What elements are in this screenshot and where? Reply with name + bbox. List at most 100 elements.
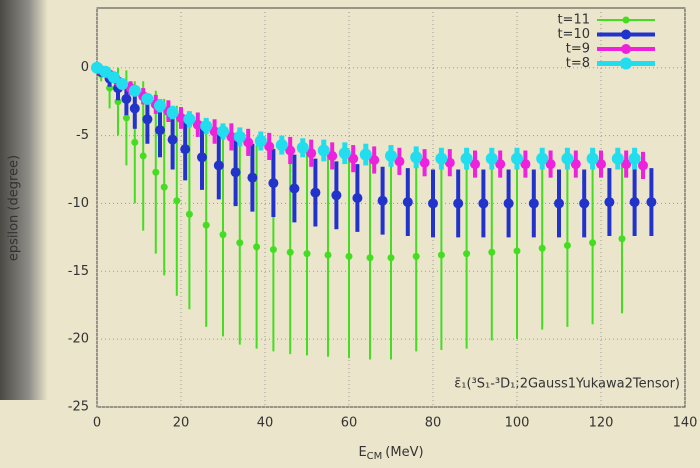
legend-marker <box>622 16 630 24</box>
data-point <box>264 141 275 152</box>
data-point <box>485 152 498 165</box>
data-point <box>570 159 581 170</box>
data-point <box>116 78 129 90</box>
data-point <box>176 112 186 123</box>
data-point <box>131 138 139 146</box>
data-point <box>589 239 597 247</box>
data-point <box>269 246 277 254</box>
data-point <box>348 153 359 164</box>
data-point <box>463 250 471 258</box>
data-point <box>554 198 564 209</box>
data-point <box>160 183 168 191</box>
data-point <box>213 160 224 171</box>
data-point <box>285 145 296 156</box>
data-point <box>142 114 153 125</box>
data-point <box>460 152 473 165</box>
data-point <box>180 144 191 155</box>
data-point <box>561 152 574 165</box>
data-point <box>437 251 445 259</box>
data-point <box>236 239 244 247</box>
y-tick-label: -25 <box>68 400 89 415</box>
data-point <box>435 152 448 165</box>
data-point <box>230 167 241 178</box>
data-point <box>268 178 279 189</box>
legend-label: t=10 <box>557 27 590 42</box>
legend-marker <box>620 57 632 70</box>
data-point <box>154 99 166 112</box>
annotation: ε̄₁(³S₁-³D₁;2Gauss1Yukawa2Tensor) <box>454 377 680 392</box>
data-point <box>444 157 455 168</box>
data-point <box>275 139 288 152</box>
data-point <box>296 141 309 154</box>
y-tick-label: -20 <box>68 332 89 347</box>
data-point <box>428 198 438 209</box>
data-point <box>107 71 120 84</box>
data-point <box>183 113 196 126</box>
data-point <box>621 159 632 170</box>
data-point <box>128 84 141 97</box>
data-point <box>586 152 599 165</box>
legend-label: t=9 <box>566 42 590 57</box>
x-axis-label: ECM (MeV) <box>358 445 423 463</box>
data-point <box>324 251 332 259</box>
x-label-sub: CM <box>367 451 383 462</box>
data-point <box>306 148 317 159</box>
data-point <box>202 221 210 229</box>
data-point <box>488 248 496 256</box>
data-point <box>629 197 640 208</box>
data-point <box>453 198 464 209</box>
data-point <box>289 183 300 194</box>
data-point <box>596 159 606 170</box>
data-point <box>200 120 213 133</box>
data-point <box>604 197 615 208</box>
legend-marker <box>621 29 631 40</box>
data-point <box>387 254 395 262</box>
data-point <box>303 250 311 258</box>
data-point <box>646 197 657 208</box>
y-tick-label: -10 <box>68 196 89 211</box>
data-point <box>254 135 267 147</box>
data-point <box>563 242 571 249</box>
data-point <box>253 243 261 251</box>
data-point <box>141 92 154 105</box>
x-label-main: E <box>358 445 366 460</box>
data-point <box>217 125 229 138</box>
data-point <box>122 114 130 122</box>
data-point <box>129 103 140 114</box>
legend-marker <box>621 44 631 54</box>
data-point <box>618 235 626 243</box>
y-tick-label: 0 <box>81 60 89 75</box>
data-point <box>377 195 388 206</box>
data-point <box>139 152 147 160</box>
data-point <box>369 155 380 165</box>
data-point <box>173 197 181 205</box>
x-tick-label: 140 <box>673 416 698 431</box>
data-point <box>410 151 423 164</box>
x-tick-label: 0 <box>93 416 101 431</box>
data-point <box>317 144 330 157</box>
data-point <box>192 119 203 130</box>
data-point <box>359 148 372 161</box>
data-point <box>243 137 254 148</box>
data-point <box>412 252 420 260</box>
legend-label: t=8 <box>566 56 590 71</box>
data-point <box>536 152 549 165</box>
data-point <box>167 134 178 145</box>
legend-label: t=11 <box>557 13 590 28</box>
x-tick-label: 120 <box>589 416 614 431</box>
data-point <box>327 150 338 161</box>
y-tick-label: -15 <box>68 264 89 279</box>
data-point <box>503 198 514 209</box>
data-point <box>394 156 405 167</box>
data-point <box>520 159 531 170</box>
photo-edge <box>0 0 48 400</box>
x-label-unit: (MeV) <box>385 445 423 460</box>
data-point <box>402 197 413 208</box>
data-point <box>495 159 506 170</box>
data-point <box>209 126 220 137</box>
data-point <box>352 193 363 203</box>
y-tick-label: -5 <box>76 128 89 143</box>
data-point <box>385 149 397 162</box>
